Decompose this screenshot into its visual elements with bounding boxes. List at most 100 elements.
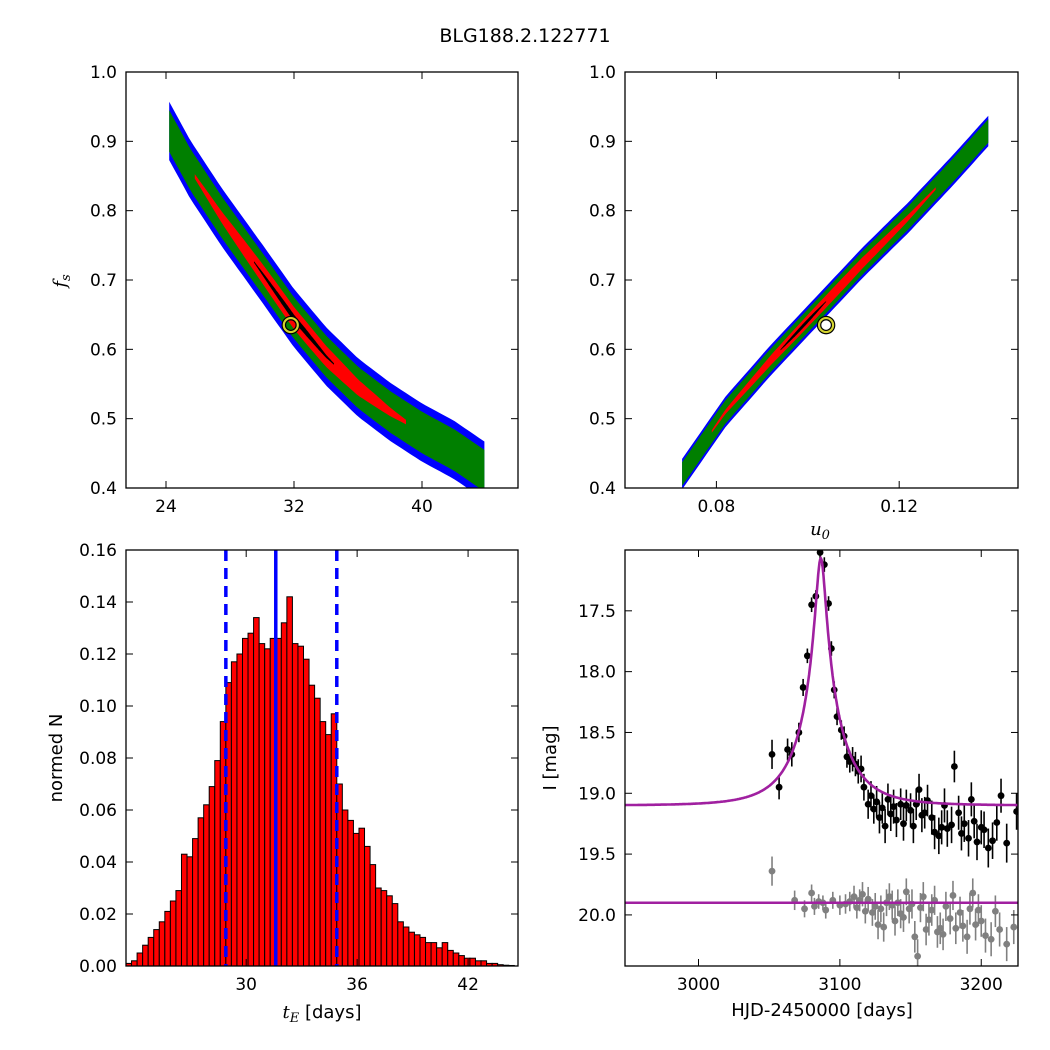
panel-lightcurve-axes: 3000 3100 3200 17.5 18.0 18.5 19.0 19.5 20.0 [578,549,1019,995]
panel-tE-fs-ylabel: fs [50,274,74,290]
data-point [775,783,783,791]
x-tick-label: 30 [235,975,257,995]
y-tick-label: 19.0 [578,784,616,804]
histogram-bar [131,960,138,966]
data-point [982,932,989,939]
y-tick-label: 0.8 [589,202,616,222]
histogram-bar [180,853,188,966]
histogram-bar [253,617,260,966]
panel-lightcurve-ylabel: I [mag] [540,725,561,790]
histogram-bar [214,760,221,966]
data-point [887,810,895,818]
histogram-bar [136,952,144,966]
data-point [902,802,910,809]
y-tick-label: 18.5 [578,723,616,743]
histogram-bar [147,936,155,966]
data-point [885,893,893,901]
histogram-bar [208,786,216,966]
y-tick-label: 19.5 [578,845,616,865]
y-tick-label: 0.14 [79,593,117,613]
data-point [1010,923,1018,931]
density-region-core [254,261,334,365]
data-point [925,916,933,924]
density-region-inner [711,187,936,433]
histogram-bar [297,645,305,966]
y-tick-label: 0.02 [79,905,117,925]
data-point [871,902,879,910]
data-point [878,804,886,812]
panel-tE-histogram: normed N tE [days] 30 36 42 0.00 0.02 0.04 0.0… [46,541,519,1026]
y-tick-label: 0.6 [589,340,616,360]
histogram-bar [319,721,327,966]
y-tick-label: 0.7 [90,271,117,291]
data-point [956,909,964,916]
histogram-bar [452,952,460,966]
data-point [784,746,791,753]
y-tick-label: 0.08 [79,749,117,769]
histogram-bar [391,903,399,966]
best-fit-marker [282,316,299,334]
x-tick-label: 3100 [818,975,861,995]
panel-u0-fs-xlabel: u0 [810,519,830,543]
data-point [984,844,992,852]
y-tick-label: 0.9 [90,132,117,152]
histogram-bar [358,827,366,966]
y-tick-label: 0.8 [90,202,117,222]
data-point [915,786,923,794]
data-point [811,902,818,910]
histogram-bar [308,684,316,966]
data-point [900,913,907,921]
data-point [949,892,957,899]
histogram-bar [347,819,354,966]
data-point [946,915,954,922]
x-tick-label: 40 [411,497,433,517]
data-point [897,800,905,808]
x-tick-label: 36 [346,975,368,995]
data-point [989,837,996,845]
histogram-bar [341,809,349,966]
data-point [768,750,776,758]
data-point [870,805,878,813]
panel-tE-histogram-plot [126,550,515,966]
panel-u0-fs-plot [682,115,989,488]
y-tick-label: 0.06 [79,801,117,821]
data-point [864,895,872,903]
x-tick-label: 32 [283,497,305,517]
data-point [952,924,960,932]
data-point [959,922,967,930]
x-tick-label: 42 [457,975,479,995]
data-point [972,921,979,929]
data-point [917,904,924,912]
best-fit-marker [817,316,835,334]
histogram-bar [303,658,310,966]
panel-tE-fs: fs 24 32 40 0.4 0.5 0.6 0.7 0.8 0.9 1.0 [50,63,519,517]
data-point [975,906,982,914]
histogram-bar [441,942,449,966]
data-point [996,926,1004,933]
histogram-bar [142,944,149,966]
histogram-bar [375,887,382,966]
data-point [914,952,922,960]
data-point [850,893,858,901]
data-point [965,834,972,842]
model-curve [625,555,1018,807]
data-point [861,907,869,915]
x-tick-label: 0.08 [697,497,735,517]
data-point [939,930,947,938]
y-tick-label: 0.4 [589,479,616,499]
data-point [859,890,866,898]
data-point [935,832,943,840]
y-tick-label: 0.00 [79,957,117,977]
density-region-middle [169,110,485,488]
panel-lightcurve-plot [625,550,1018,966]
histogram-bar [264,648,271,966]
data-point [948,821,955,829]
data-point [1003,839,1011,847]
data-point [980,826,988,834]
data-point [900,820,907,828]
data-point [803,652,811,660]
data-point [921,809,929,817]
data-point [993,819,1001,826]
data-point [873,798,881,806]
histogram-bar [402,926,410,966]
